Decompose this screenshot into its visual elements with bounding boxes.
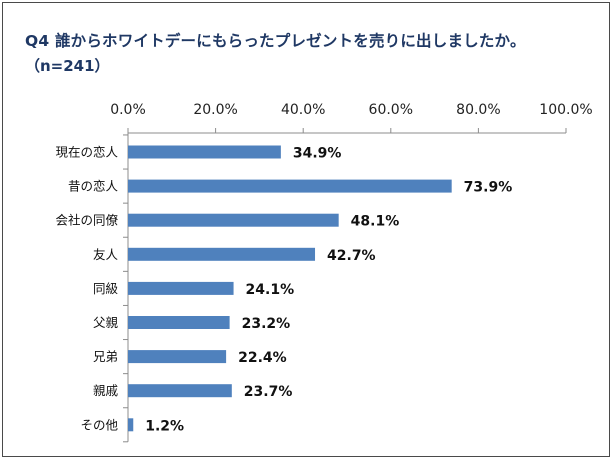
data-label: 1.2% [145,418,184,434]
x-tick-label: 40.0% [281,102,325,118]
bar [128,350,227,364]
bar [128,384,232,398]
bar [128,247,316,261]
chart-title: Q4 誰からホワイトデーにもらったプレゼントを売りに出しましたか。 [25,32,526,50]
data-label: 34.9% [293,146,342,162]
data-label: 22.4% [238,350,287,366]
data-label: 42.7% [327,248,376,264]
chart-subtitle: （n=241） [25,57,110,75]
data-label: 73.9% [464,180,513,196]
x-tick-label: 60.0% [369,102,413,118]
x-tick-label: 80.0% [456,102,500,118]
category-label: 兄弟 [93,349,118,364]
data-label: 23.7% [244,384,293,400]
x-tick-label: 100.0% [539,102,592,118]
bar [128,281,234,295]
bar [128,179,452,193]
category-label: 昔の恋人 [68,179,119,194]
x-axis: 0.0% 20.0% 40.0% 60.0% 80.0% 100.0% [110,102,593,134]
bar [128,316,230,329]
category-label: 友人 [93,247,119,262]
x-tick-label: 0.0% [110,102,146,118]
bar-series [128,145,452,432]
bar [128,145,281,159]
chart-frame: Q4 誰からホワイトデーにもらったプレゼントを売りに出しましたか。 （n=241… [2,2,610,457]
data-labels: 34.9% 73.9% 48.1% 42.7% 24.1% 23.2% 22.4% 23.7%… [145,146,512,435]
data-label: 48.1% [351,214,400,230]
category-label: 同級 [93,281,119,296]
data-label: 24.1% [246,282,295,298]
category-label: 現在の恋人 [55,145,118,160]
bar [128,213,339,227]
category-label: 親戚 [93,383,119,398]
category-label: 父親 [93,315,119,330]
category-label: その他 [80,417,118,432]
x-tick-label: 20.0% [193,102,237,118]
data-label: 23.2% [242,316,291,332]
category-label: 会社の同僚 [55,213,118,228]
bar [128,418,134,432]
